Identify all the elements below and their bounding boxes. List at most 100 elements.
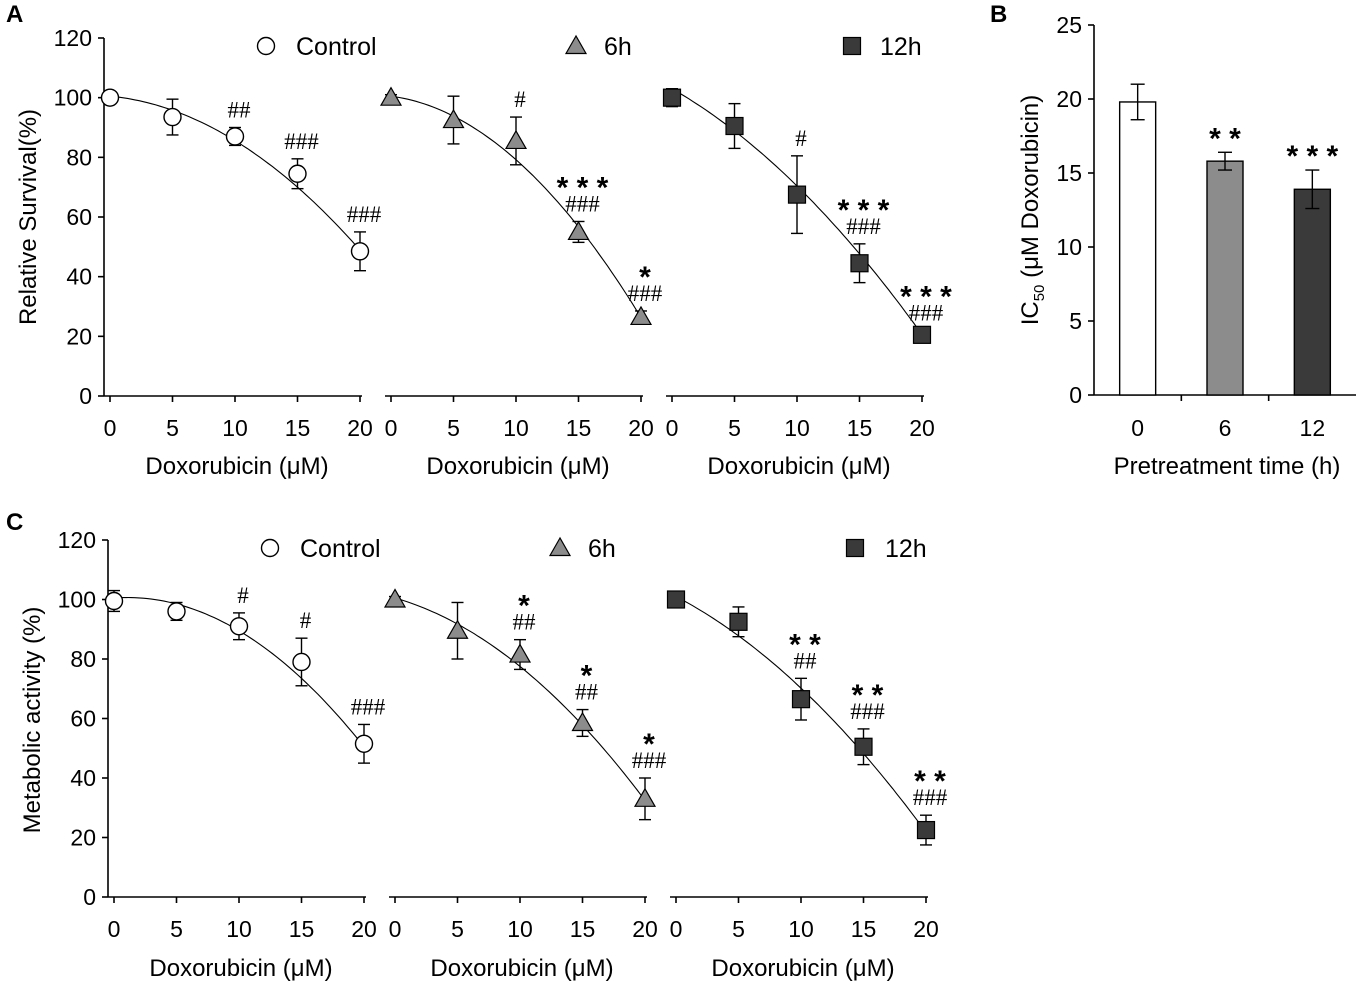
y-tick-label: 80 <box>66 144 92 170</box>
y-tick-label: 100 <box>58 587 96 613</box>
x-tick-label: 12 <box>1300 415 1326 441</box>
data-point <box>504 129 528 150</box>
x-tick-label: 5 <box>170 916 183 942</box>
y-tick-label: 10 <box>1056 234 1082 260</box>
x-tick-label: 20 <box>628 415 654 441</box>
data-point <box>508 643 532 663</box>
data-point <box>791 690 811 709</box>
significance-hash: ## <box>228 98 252 123</box>
data-point <box>104 591 124 611</box>
x-tick-label: 0 <box>1131 415 1144 441</box>
significance-hash: # <box>300 608 312 633</box>
data-point <box>854 737 873 756</box>
x-tick-label: 6 <box>1219 415 1232 441</box>
y-axis-label: Relative Survival(%) <box>15 109 42 325</box>
data-point <box>350 242 370 261</box>
legend-marker <box>842 36 862 56</box>
y-tick-label: 120 <box>58 527 96 553</box>
x-tick-label: 0 <box>104 415 117 441</box>
x-tick-label: 0 <box>389 916 402 942</box>
x-axis-label: Doxorubicin (μM) <box>145 453 328 480</box>
y-tick-label: 20 <box>70 825 96 851</box>
significance-hash: ## <box>794 648 818 673</box>
panel-label: A <box>6 1 23 28</box>
x-tick-label: 10 <box>788 916 814 942</box>
y-tick-label: 20 <box>66 323 92 349</box>
y-label-sub: 50 <box>1031 285 1048 302</box>
significance-hash: ### <box>347 202 382 227</box>
y-tick-label: 15 <box>1056 160 1082 186</box>
data-point <box>850 254 869 273</box>
x-tick-label: 10 <box>222 415 248 441</box>
data-point <box>725 116 744 136</box>
y-tick-label: 0 <box>79 383 92 409</box>
legend-marker <box>548 536 572 557</box>
x-tick-label: 10 <box>507 916 533 942</box>
legend-label: 12h <box>885 535 927 563</box>
data-point <box>567 220 590 241</box>
significance-hash: # <box>514 87 526 112</box>
data-point <box>383 588 407 608</box>
significance-hash: ### <box>846 214 881 239</box>
significance-hash: ### <box>628 281 663 306</box>
legend-marker <box>564 34 588 55</box>
y-tick-label: 40 <box>70 765 96 791</box>
y-tick-label: 120 <box>54 25 92 51</box>
data-point <box>167 602 186 621</box>
x-tick-label: 0 <box>670 916 683 942</box>
significance-hash: ### <box>565 191 600 216</box>
significance-stars: * * <box>852 679 884 712</box>
y-tick-label: 80 <box>70 646 96 672</box>
y-tick-label: 0 <box>83 884 96 910</box>
x-tick-label: 20 <box>347 415 373 441</box>
y-tick-label: 100 <box>54 85 92 111</box>
significance-stars: * <box>639 261 651 294</box>
bar <box>1118 101 1157 396</box>
y-tick-label: 60 <box>66 204 92 230</box>
legend-label: 6h <box>588 535 616 563</box>
significance-hash: ### <box>351 694 386 719</box>
x-tick-label: 0 <box>108 916 121 942</box>
x-tick-label: 20 <box>909 415 935 441</box>
y-tick-label: 5 <box>1069 308 1082 334</box>
x-axis-label: Doxorubicin (μM) <box>149 955 332 982</box>
panel-B: B 0 5 10 15 20 25 IC50 (μM Doxorubicin) 0 6 * * 12 *… <box>990 1 1356 480</box>
y-tick-label: 60 <box>70 706 96 732</box>
y-label-rest: (μM Doxorubicin) <box>1017 95 1044 285</box>
data-point <box>446 619 469 639</box>
x-tick-label: 15 <box>566 415 592 441</box>
y-axis-label: Metabolic activity (%) <box>19 607 46 834</box>
significance-stars: * * <box>1209 122 1241 155</box>
x-axis-label: Doxorubicin (μM) <box>711 955 894 982</box>
x-tick-label: 15 <box>285 415 311 441</box>
x-axis-label: Doxorubicin (μM) <box>430 955 613 982</box>
x-tick-label: 10 <box>503 415 529 441</box>
legend-marker <box>256 36 276 56</box>
data-point <box>787 185 807 204</box>
significance-stars: * * * <box>900 280 952 313</box>
legend-label: 12h <box>880 33 922 61</box>
data-point <box>912 325 932 344</box>
x-tick-label: 0 <box>385 415 398 441</box>
x-tick-label: 5 <box>166 415 179 441</box>
data-point <box>163 107 182 127</box>
x-tick-label: 15 <box>847 415 873 441</box>
data-point <box>633 787 657 807</box>
significance-stars: * * * <box>1286 140 1338 173</box>
bar <box>1293 188 1332 396</box>
data-point <box>571 711 594 732</box>
y-label-main: IC <box>1017 301 1044 325</box>
x-axis-label: Pretreatment time (h) <box>1114 453 1341 480</box>
significance-stars: * <box>518 590 530 623</box>
y-tick-label: 40 <box>66 264 92 290</box>
bar <box>1206 160 1244 396</box>
legend-label: Control <box>300 535 381 563</box>
